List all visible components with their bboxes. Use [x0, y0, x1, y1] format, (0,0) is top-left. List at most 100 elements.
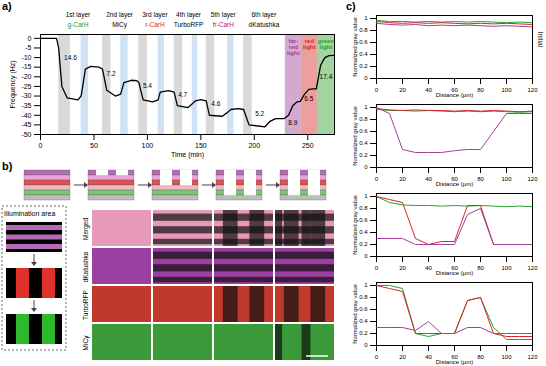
svg-text:0.6: 0.6	[359, 306, 368, 312]
svg-text:-5: -5	[25, 44, 31, 51]
svg-text:8.9: 8.9	[288, 119, 297, 126]
svg-text:MiCy: MiCy	[112, 21, 128, 29]
svg-text:b): b)	[2, 160, 13, 172]
svg-text:2nd layer: 2nd layer	[106, 11, 134, 19]
svg-text:150: 150	[195, 142, 207, 149]
svg-text:-10: -10	[21, 54, 31, 61]
svg-text:-45: -45	[21, 121, 31, 128]
svg-text:0: 0	[39, 142, 43, 149]
svg-text:200: 200	[248, 142, 260, 149]
svg-text:0.6: 0.6	[359, 217, 368, 223]
svg-text:4.6: 4.6	[211, 100, 220, 107]
svg-text:Distance (µm): Distance (µm)	[436, 359, 473, 365]
svg-text:80: 80	[477, 87, 484, 93]
svg-text:4.7: 4.7	[178, 91, 187, 98]
svg-text:3rd layer: 3rd layer	[142, 11, 168, 19]
svg-text:0.2: 0.2	[359, 330, 368, 336]
svg-text:0.8: 0.8	[359, 116, 368, 122]
svg-text:7.2: 7.2	[107, 70, 116, 77]
svg-text:40: 40	[425, 354, 432, 360]
svg-text:0.4: 0.4	[359, 140, 368, 146]
svg-text:-25: -25	[21, 83, 31, 90]
svg-text:dKatushka: dKatushka	[249, 21, 280, 28]
svg-text:120: 120	[527, 354, 538, 360]
svg-text:5.2: 5.2	[255, 110, 264, 117]
svg-text:20: 20	[399, 354, 406, 360]
svg-text:1: 1	[364, 104, 368, 110]
svg-text:Distance (µm): Distance (µm)	[436, 92, 473, 98]
svg-text:1: 1	[364, 15, 368, 21]
svg-text:MiCy: MiCy	[82, 335, 90, 351]
svg-text:0: 0	[364, 75, 368, 81]
svg-text:20: 20	[399, 87, 406, 93]
svg-text:greenlight: greenlight	[318, 38, 335, 50]
svg-text:g-CarH: g-CarH	[67, 21, 88, 29]
svg-text:100: 100	[501, 176, 512, 182]
svg-text:0.2: 0.2	[359, 152, 368, 158]
svg-text:fr-CarH: fr-CarH	[213, 21, 235, 28]
svg-text:Distance (µm): Distance (µm)	[436, 270, 473, 276]
svg-text:Merged: Merged	[82, 218, 90, 240]
svg-text:-50: -50	[21, 131, 31, 138]
svg-text:0: 0	[364, 164, 368, 170]
svg-text:0.4: 0.4	[359, 229, 368, 235]
svg-text:0: 0	[375, 265, 379, 271]
svg-text:-40: -40	[21, 112, 31, 119]
svg-text:6.5: 6.5	[304, 95, 313, 102]
svg-text:0.2: 0.2	[359, 241, 368, 247]
svg-text:5.4: 5.4	[143, 82, 152, 89]
svg-text:0.8: 0.8	[359, 27, 368, 33]
svg-text:redlight: redlight	[303, 38, 316, 50]
svg-text:Normalized gray value: Normalized gray value	[352, 283, 358, 343]
svg-text:50: 50	[90, 142, 98, 149]
svg-text:100: 100	[501, 354, 512, 360]
svg-text:Initial: Initial	[537, 32, 544, 48]
svg-text:0: 0	[28, 35, 32, 42]
svg-text:0: 0	[364, 253, 368, 259]
svg-text:80: 80	[477, 176, 484, 182]
svg-text:20: 20	[399, 176, 406, 182]
svg-text:1: 1	[364, 282, 368, 288]
svg-text:-30: -30	[21, 92, 31, 99]
svg-text:0: 0	[375, 87, 379, 93]
svg-text:1st layer: 1st layer	[66, 11, 91, 19]
svg-text:40: 40	[425, 176, 432, 182]
svg-text:0: 0	[375, 176, 379, 182]
svg-text:TurboRFP: TurboRFP	[82, 290, 89, 320]
svg-text:dKatushka: dKatushka	[82, 251, 89, 282]
svg-text:5th layer: 5th layer	[211, 11, 237, 19]
svg-text:Normalized gray value: Normalized gray value	[352, 16, 358, 76]
svg-text:TurboRFP: TurboRFP	[174, 21, 204, 28]
svg-text:Distance (µm): Distance (µm)	[436, 181, 473, 187]
svg-text:0.8: 0.8	[359, 205, 368, 211]
svg-text:0.8: 0.8	[359, 294, 368, 300]
svg-text:120: 120	[527, 87, 538, 93]
svg-text:17.4: 17.4	[320, 73, 333, 80]
svg-text:0.4: 0.4	[359, 318, 368, 324]
svg-text:0: 0	[364, 342, 368, 348]
svg-text:Normalized gray value: Normalized gray value	[352, 194, 358, 254]
svg-text:0: 0	[375, 354, 379, 360]
svg-text:Time (min): Time (min)	[171, 151, 204, 159]
svg-text:14.6: 14.6	[64, 54, 77, 61]
svg-text:Illumination area: Illumination area	[4, 210, 55, 217]
svg-text:100: 100	[501, 265, 512, 271]
svg-text:80: 80	[477, 265, 484, 271]
svg-text:120: 120	[527, 265, 538, 271]
svg-text:80: 80	[477, 354, 484, 360]
svg-text:1: 1	[364, 193, 368, 199]
svg-text:-20: -20	[21, 73, 31, 80]
svg-text:100: 100	[142, 142, 154, 149]
svg-text:Frequency (Hz): Frequency (Hz)	[9, 60, 17, 108]
svg-text:0.6: 0.6	[359, 128, 368, 134]
svg-text:4th layer: 4th layer	[176, 11, 202, 19]
svg-text:40: 40	[425, 87, 432, 93]
svg-text:Normalized gray value: Normalized gray value	[352, 105, 358, 165]
svg-text:far-redlight: far-redlight	[287, 38, 300, 56]
svg-text:r-CarH: r-CarH	[145, 21, 165, 28]
svg-text:120: 120	[527, 176, 538, 182]
svg-text:-35: -35	[21, 102, 31, 109]
svg-text:-15: -15	[21, 63, 31, 70]
svg-text:0.6: 0.6	[359, 39, 368, 45]
svg-text:250: 250	[302, 142, 314, 149]
